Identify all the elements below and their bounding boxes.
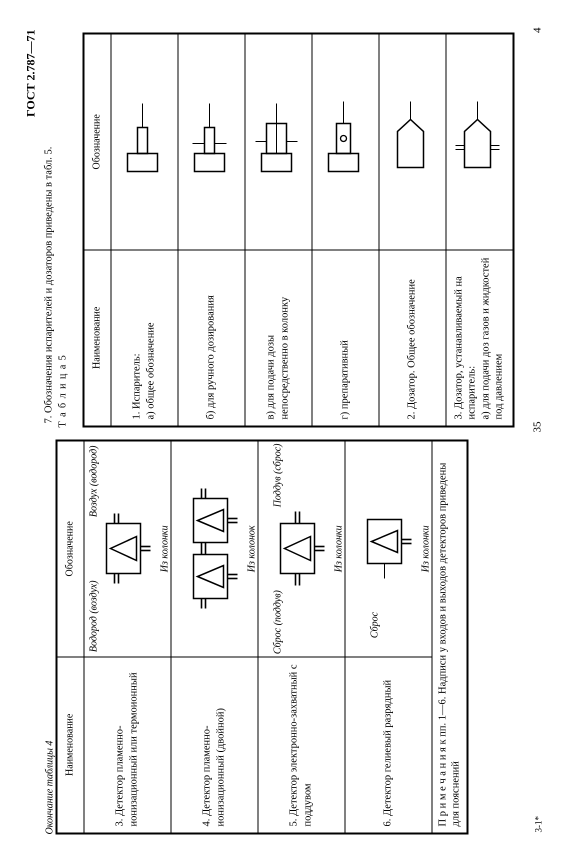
page-number-right: 4 [531,28,543,34]
lbl-tr: Поддув (сброс) [272,444,283,508]
evaporator-general-icon [118,82,168,202]
table-row: 5. Детектор электронно-захватный с подду… [258,441,345,833]
lbl-b: Из колонки [159,442,170,657]
table-row: П р и м е ч а н и я к пп. 1—6. Надписи у… [432,441,467,833]
row-symbol: Сброс (поддув) Поддув (сброс) Из колонки [258,441,345,657]
row-name: 5. Детектор электронно-захватный с подду… [258,657,345,833]
table-row: 1. Испаритель: а) общее обозначение [111,34,178,426]
row-symbol [178,34,245,250]
table4: Наименование Обозначение 3. Детектор пла… [56,441,467,834]
row-name: 6. Детектор гелиевый разрядный [345,657,432,833]
left-column: Окончание таблицы 4 Наименование Обознач… [43,440,514,835]
row-name: г) препаративный [312,250,379,426]
row-symbol [245,34,312,250]
row-symbol: Сброс Из колонки [345,441,432,657]
two-column-layout: Окончание таблицы 4 Наименование Обознач… [43,33,514,835]
row-name: в) для подачи дозы непосредственно в кол… [245,250,312,426]
detector-helium-icon [350,464,424,634]
table5-number: Т а б л и ц а 5 [57,354,68,427]
row-symbol: Из колонок [171,441,258,657]
evaporator-direct-icon [250,82,304,202]
section7-intro: 7. Обозначения испарителей и дозаторов п… [43,33,54,424]
table-row: г) препаративный [312,34,379,426]
row-symbol [446,34,513,250]
table-row: б) для ручного дозирования [178,34,245,426]
lbl-b: Из колонки [333,442,344,657]
table-row: 2. Дозатор. Общее обозначение [379,34,446,426]
detector-double-icon [176,454,250,644]
lbl-b: Из колонок [246,442,257,657]
row-name: 1. Испаритель: а) общее обозначение [111,250,178,426]
th-name: Наименование [57,657,84,833]
lbl-tl: Сброс (поддув) [272,590,283,654]
th-name: Наименование [84,250,111,426]
detector-flame-icon [89,464,163,634]
row-symbol [379,34,446,250]
table5: Наименование Обозначение 1. Испаритель: … [83,34,513,427]
row-symbol [312,34,379,250]
evaporator-prep-icon [319,82,369,202]
row-name: 2. Дозатор. Общее обозначение [379,250,446,426]
table-row: 3. Детектор пламенно-ионизационный или т… [84,441,171,833]
table-row: в) для подачи дозы непосредственно в кол… [245,34,312,426]
row-name: 4. Детектор пламенно-ионизационный (двой… [171,657,258,833]
row-name: б) для ручного дозирования [178,250,245,426]
row-name: 3. Детектор пламенно-ионизационный или т… [84,657,171,833]
row-name: 3. Дозатор, устанавливаемый на испарител… [446,250,513,426]
doser-pressure-icon [452,82,504,202]
table-row: 6. Детектор гелиевый разрядный Сброс Из … [345,441,432,833]
lbl-l: Сброс [369,612,380,638]
evaporator-manual-icon [185,82,235,202]
table4-continuation: Окончание таблицы 4 [44,741,55,835]
th-symbol: Обозначение [84,34,111,250]
table-row: 4. Детектор пламенно-ионизационный (двой… [171,441,258,833]
doc-id: ГОСТ 2.787—71 [23,30,38,118]
lbl-tl: Водород (воздух) [88,580,99,652]
table4-note: П р и м е ч а н и я к пп. 1—6. Надписи у… [432,441,467,833]
row-symbol [111,34,178,250]
signature-mark: 3-1* [533,816,543,833]
right-column: 7. Обозначения испарителей и дозаторов п… [43,33,514,428]
doser-general-icon [388,82,434,202]
lbl-tr: Воздух (водород) [88,446,99,518]
th-symbol: Обозначение [57,441,84,657]
row-symbol: Водород (воздух) Воздух (водород) Из кол… [84,441,171,657]
table-row: 3. Дозатор, устанавливаемый на испарител… [446,34,513,426]
page-number-center: 35 [531,422,543,433]
lbl-b: Из колонки [420,442,431,657]
